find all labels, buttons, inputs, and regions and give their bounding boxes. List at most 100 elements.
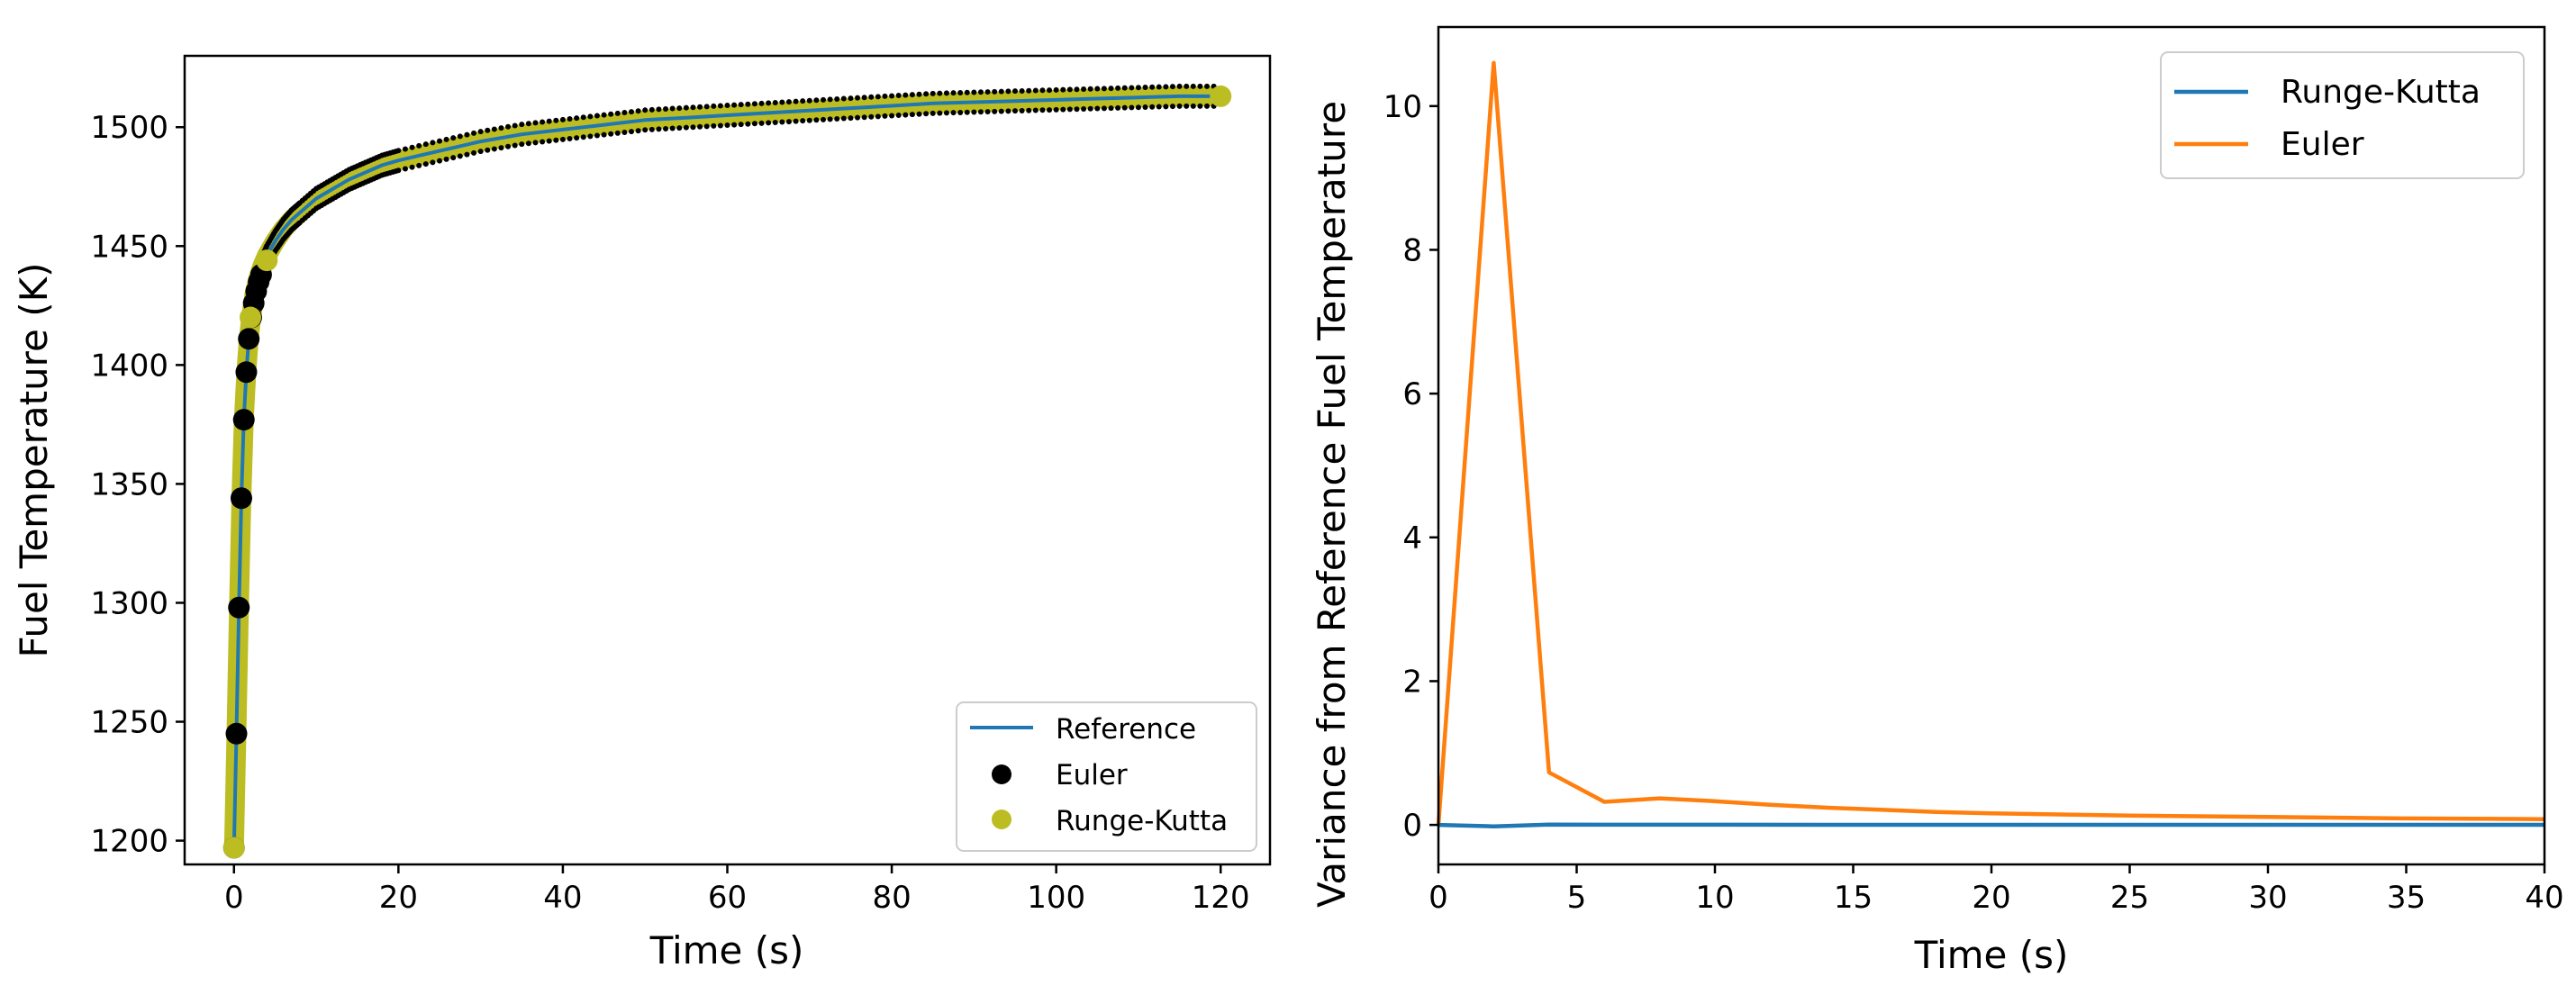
- euler-dense-marker: [1087, 86, 1093, 92]
- y-tick-label: 8: [1402, 232, 1422, 268]
- legend-euler-marker-swatch: [992, 764, 1011, 784]
- euler-dense-marker: [711, 103, 717, 109]
- euler-dense-marker: [1184, 103, 1190, 109]
- euler-dense-marker: [950, 110, 957, 116]
- euler-dense-marker: [594, 132, 600, 139]
- euler-dense-marker: [559, 116, 566, 122]
- euler-dense-marker: [1176, 83, 1183, 89]
- euler-dense-marker: [724, 103, 730, 109]
- legend-runge-kutta-label: Runge-Kutta: [2281, 74, 2481, 111]
- runge-kutta-variance-line: [1438, 822, 2544, 828]
- euler-dense-marker: [875, 94, 881, 100]
- y-tick-label: 1500: [90, 110, 168, 146]
- euler-marker: [225, 722, 248, 745]
- x-tick-label: 60: [708, 880, 747, 916]
- euler-dense-marker: [731, 102, 738, 108]
- euler-marker: [232, 409, 255, 431]
- euler-dense-marker: [1019, 87, 1025, 94]
- euler-dense-marker: [745, 121, 751, 127]
- euler-dense-marker: [430, 140, 436, 146]
- euler-dense-marker: [943, 110, 949, 116]
- variance-axes: 0 5 10 15 20 25 30 35 40 0 2 4 6 8 10: [1383, 89, 2564, 916]
- euler-dense-marker: [813, 97, 820, 104]
- euler-dense-marker: [882, 113, 888, 119]
- euler-dense-marker: [806, 97, 812, 104]
- euler-dense-marker: [1142, 85, 1148, 91]
- euler-dense-marker: [1197, 83, 1203, 89]
- euler-dense-marker: [923, 91, 930, 97]
- euler-dense-marker: [1108, 105, 1114, 112]
- euler-dense-marker: [546, 118, 552, 124]
- euler-dense-marker: [1108, 86, 1114, 92]
- y-tick-label: 2: [1402, 664, 1422, 700]
- euler-dense-marker: [683, 104, 689, 111]
- euler-dense-marker: [711, 122, 717, 129]
- x-tick-label: 15: [1834, 880, 1873, 916]
- euler-dense-marker: [813, 117, 820, 123]
- euler-dense-marker: [703, 104, 710, 110]
- euler-dense-marker: [1074, 86, 1080, 93]
- euler-dense-marker: [676, 125, 683, 131]
- euler-dense-marker: [1026, 87, 1032, 94]
- euler-dense-marker: [621, 109, 628, 115]
- x-tick-label: 0: [1429, 880, 1448, 916]
- euler-dense-marker: [450, 155, 457, 161]
- y-tick-label: 1300: [90, 585, 168, 621]
- runge-kutta-marker: [222, 837, 245, 859]
- euler-dense-marker: [505, 123, 512, 130]
- euler-dense-marker: [855, 114, 861, 121]
- variance-chart: 0 5 10 15 20 25 30 35 40 0 2 4 6 8 10 Time (s) Varianc…: [1310, 25, 2564, 977]
- euler-dense-marker: [1094, 105, 1101, 112]
- euler-dense-marker: [909, 112, 915, 118]
- euler-dense-marker: [800, 98, 806, 104]
- euler-dense-marker: [1074, 106, 1080, 113]
- euler-dense-marker: [1190, 83, 1196, 89]
- euler-dense-marker: [731, 122, 738, 128]
- euler-dense-marker: [656, 126, 662, 132]
- euler-dense-marker: [1204, 103, 1211, 109]
- euler-dense-marker: [1129, 85, 1135, 91]
- euler-dense-marker: [663, 105, 669, 112]
- euler-dense-marker: [553, 137, 559, 143]
- euler-dense-marker: [464, 131, 470, 138]
- euler-dense-marker: [457, 133, 463, 140]
- euler-dense-marker: [840, 95, 847, 102]
- euler-dense-marker: [614, 130, 621, 136]
- euler-dense-marker: [525, 121, 531, 127]
- euler-dense-marker: [416, 142, 422, 149]
- euler-dense-marker: [683, 124, 689, 131]
- euler-dense-marker: [1012, 108, 1019, 114]
- euler-dense-marker: [957, 109, 964, 115]
- x-tick-label: 25: [2110, 880, 2149, 916]
- euler-dense-marker: [676, 105, 683, 112]
- euler-dense-marker: [758, 100, 765, 106]
- euler-dense-marker: [485, 147, 491, 153]
- euler-marker: [230, 487, 252, 510]
- euler-dense-marker: [984, 109, 991, 115]
- euler-dense-marker: [998, 88, 1004, 95]
- x-tick-label: 100: [1027, 880, 1085, 916]
- fuel-temperature-plot-marks: [222, 83, 1232, 859]
- euler-dense-marker: [964, 109, 970, 115]
- euler-dense-marker: [1190, 103, 1196, 109]
- euler-dense-marker: [793, 118, 799, 124]
- euler-dense-marker: [587, 113, 594, 120]
- euler-dense-marker: [751, 121, 757, 127]
- euler-dense-marker: [690, 124, 696, 131]
- euler-dense-marker: [1115, 104, 1121, 111]
- euler-dense-marker: [457, 153, 463, 159]
- euler-dense-marker: [821, 96, 827, 103]
- euler-dense-marker: [601, 131, 607, 138]
- euler-dense-marker: [587, 133, 594, 140]
- euler-dense-marker: [840, 115, 847, 122]
- euler-dense-marker: [751, 101, 757, 107]
- euler-dense-marker: [574, 115, 580, 122]
- euler-dense-marker: [649, 126, 655, 132]
- y-tick-label: 0: [1402, 808, 1422, 844]
- euler-dense-marker: [766, 100, 772, 106]
- variance-y-axis-label: Variance from Reference Fuel Temperature: [1310, 101, 1354, 908]
- euler-dense-marker: [1197, 103, 1203, 109]
- euler-dense-marker: [992, 88, 998, 95]
- euler-dense-marker: [861, 95, 867, 101]
- euler-dense-marker: [1032, 87, 1039, 94]
